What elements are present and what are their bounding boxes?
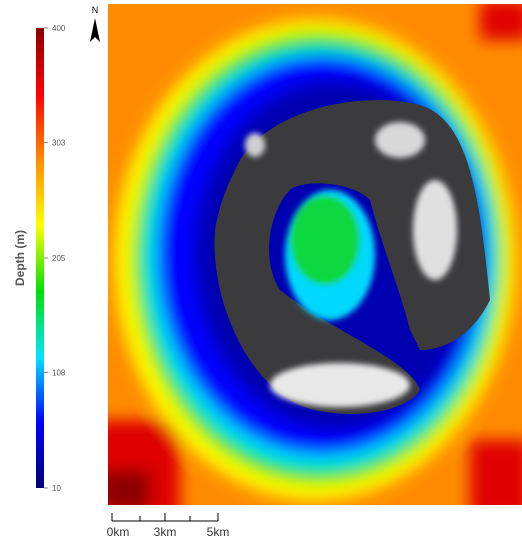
- north-arrow-icon: [90, 18, 100, 42]
- scale-label: 3km: [154, 525, 177, 539]
- scale-bar: [112, 513, 218, 521]
- colorbar-tick-label: 10: [52, 484, 61, 493]
- map-image: [90, 0, 522, 520]
- colorbar: [36, 28, 44, 488]
- scale-label: 0km: [107, 525, 130, 539]
- north-arrow: N: [90, 5, 100, 42]
- colorbar-title: Depth (m): [13, 230, 27, 286]
- scale-label: 5km: [207, 525, 230, 539]
- colorbar-tick-label: 303: [52, 138, 66, 147]
- colorbar-tick-label: 400: [52, 24, 66, 33]
- bathymetry-map: Depth (m) N 10 108 205 303 400 0km 3km 5km: [0, 0, 522, 541]
- colorbar-tick-label: 108: [52, 368, 66, 377]
- north-label: N: [92, 5, 99, 15]
- colorbar-tick-label: 205: [52, 254, 66, 263]
